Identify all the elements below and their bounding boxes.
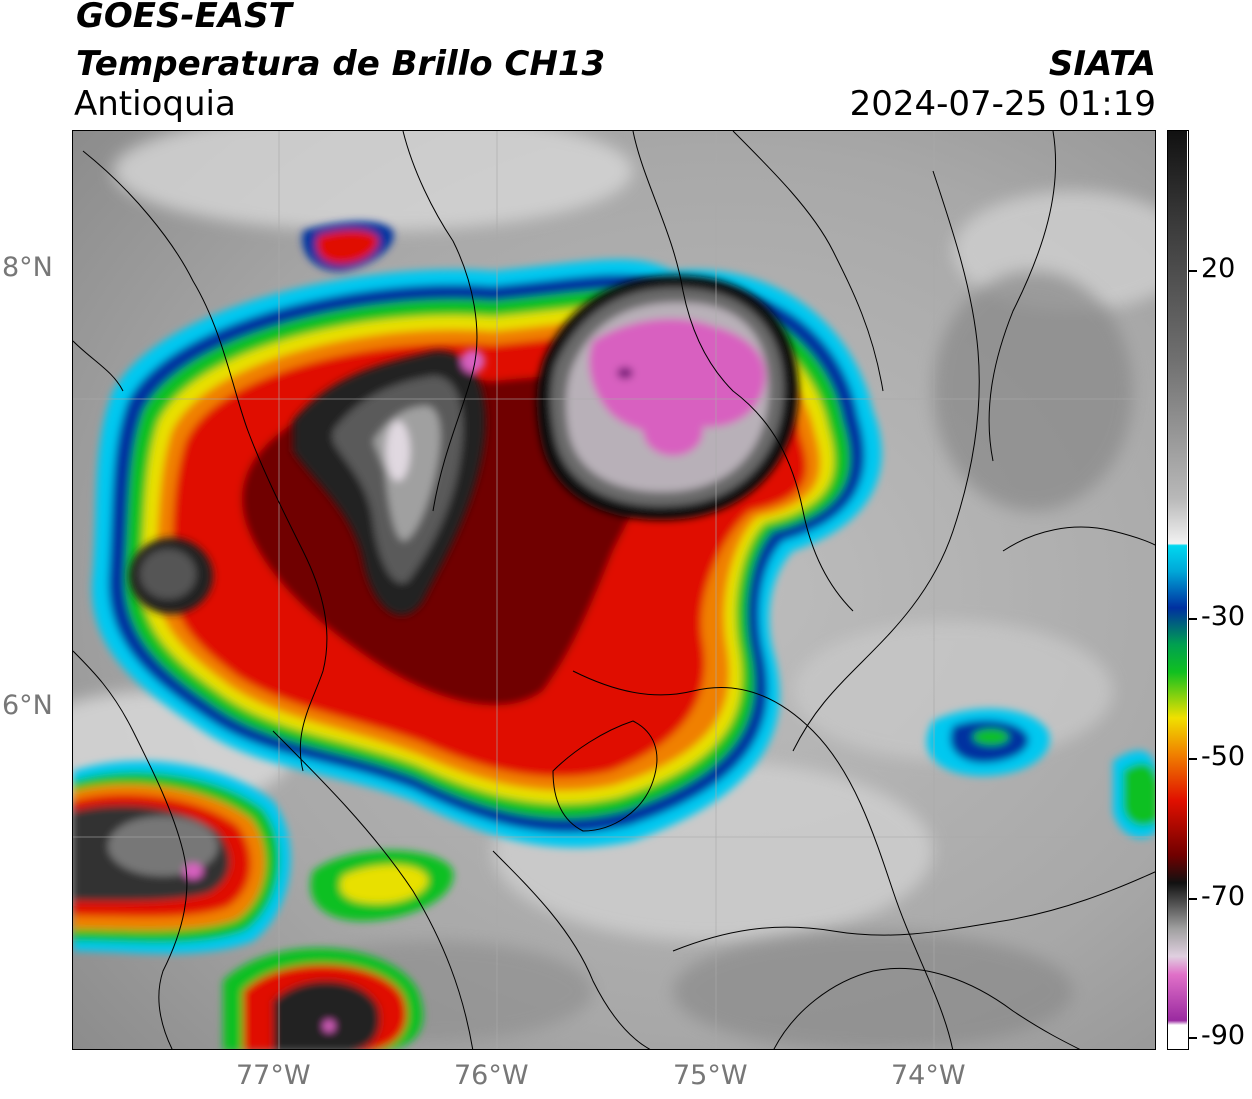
- lon-label-77w: 77°W: [236, 1060, 311, 1091]
- secondary-storms: [73, 221, 1155, 1049]
- colorbar-tick: [1189, 618, 1197, 620]
- colorbar-label-minus70: -70: [1201, 881, 1246, 912]
- colorbar-label-20: 20: [1201, 253, 1236, 284]
- datetime-label: 2024-07-25 01:19: [849, 84, 1156, 124]
- organization-label: SIATA: [1048, 44, 1156, 84]
- map-gridlines: [73, 131, 1155, 1049]
- lon-label-76w: 76°W: [454, 1060, 529, 1091]
- colorbar-tick: [1189, 898, 1197, 900]
- lon-label-74w: 74°W: [891, 1060, 966, 1091]
- satellite-map[interactable]: [72, 130, 1156, 1050]
- lon-label-75w: 75°W: [673, 1060, 748, 1091]
- region-title: Antioquia: [74, 84, 236, 124]
- temperature-colorbar: [1167, 130, 1189, 1050]
- colorbar-label-minus90: -90: [1201, 1020, 1246, 1051]
- colorbar-label-minus50: -50: [1201, 741, 1246, 772]
- admin-boundaries: [73, 131, 1155, 1049]
- colorbar-tick: [1189, 1037, 1197, 1039]
- satellite-title: GOES-EAST: [76, 0, 292, 36]
- storm-cores: [129, 275, 799, 616]
- colorbar-label-minus30: -30: [1201, 601, 1246, 632]
- lat-label-6n: 6°N: [2, 690, 53, 721]
- colorbar-tick: [1189, 270, 1197, 272]
- lat-label-8n: 8°N: [2, 252, 53, 283]
- product-title: Temperatura de Brillo CH13: [76, 44, 606, 84]
- colorbar-tick: [1189, 758, 1197, 760]
